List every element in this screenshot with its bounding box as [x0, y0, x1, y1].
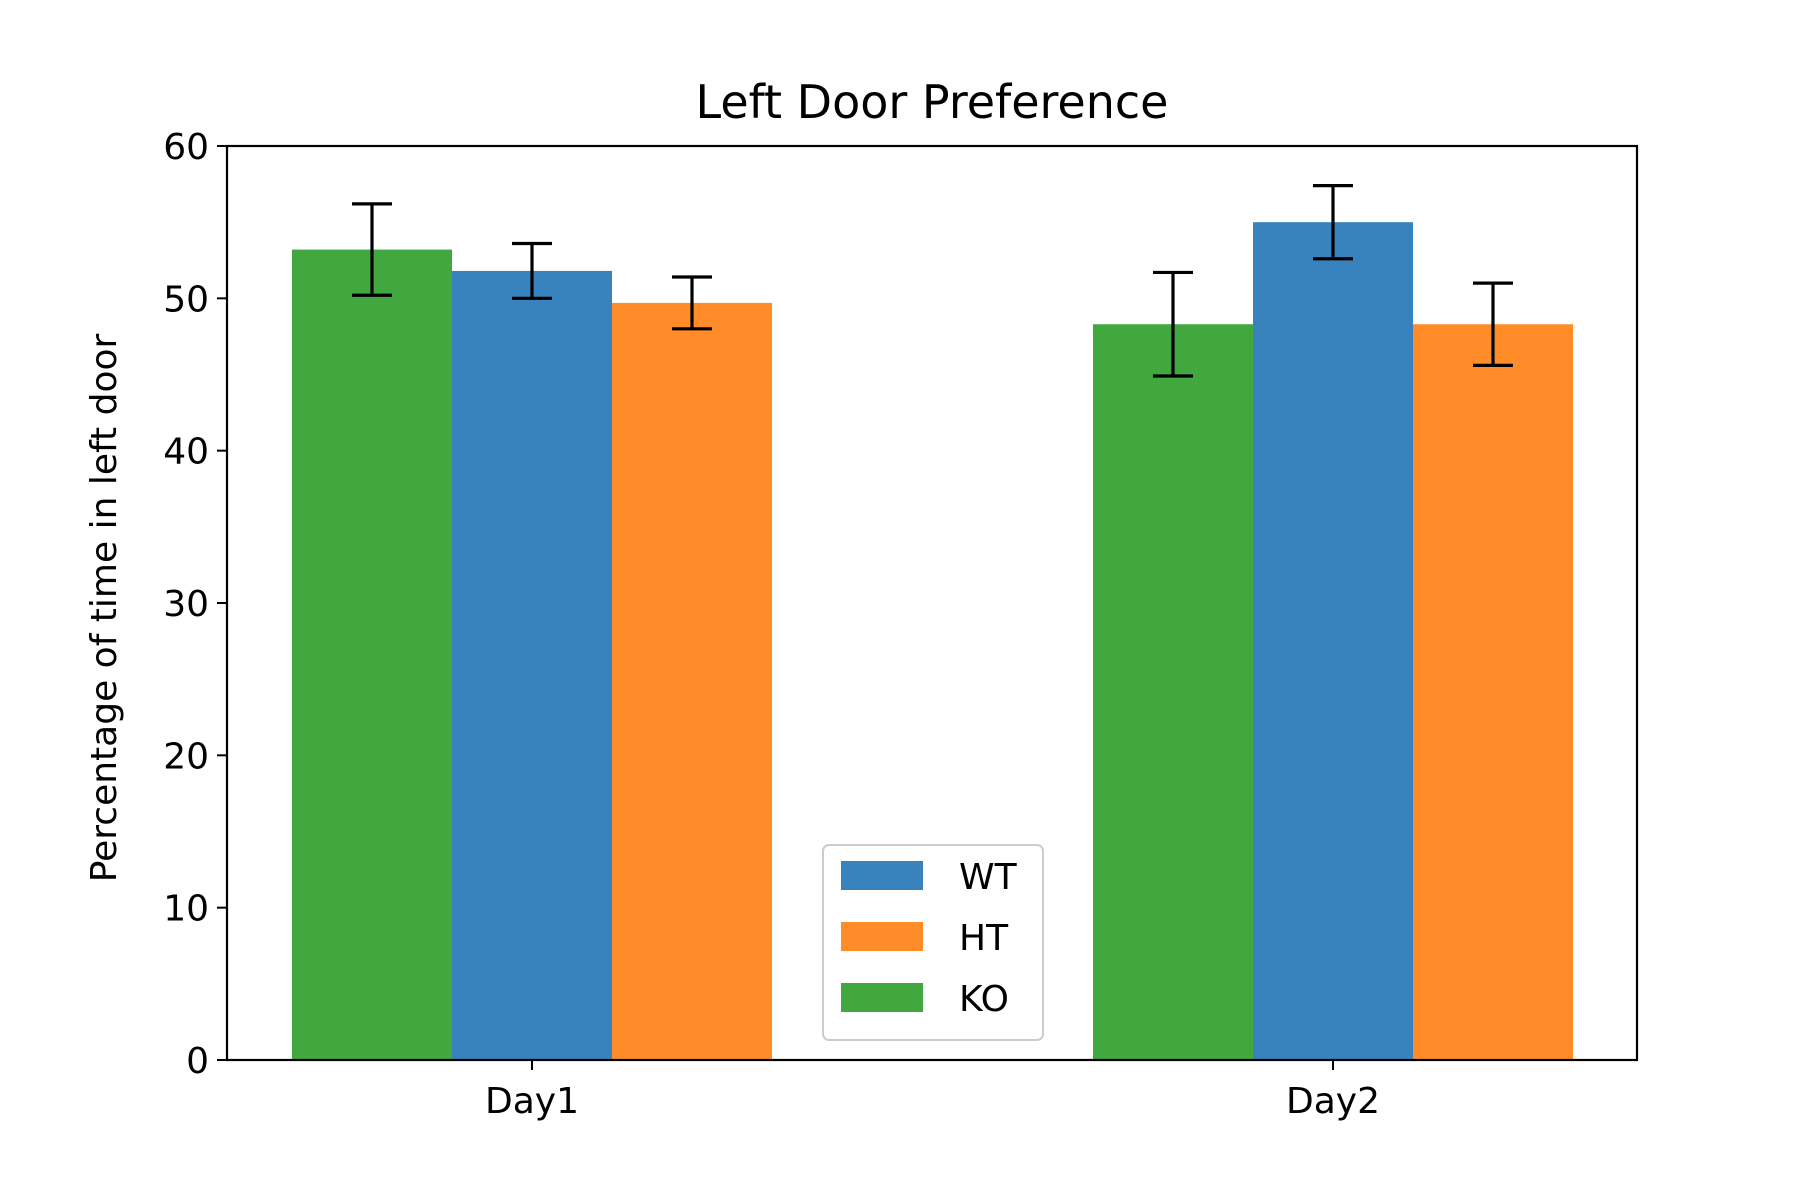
- plot-area: [292, 184, 1573, 1061]
- x-tick-label-day2: Day2: [1286, 1081, 1380, 1122]
- legend-label: KO: [959, 979, 1009, 1020]
- chart-title: Left Door Preference: [696, 75, 1169, 129]
- legend-label: HT: [959, 918, 1009, 959]
- y-tick-label: 60: [163, 127, 209, 168]
- error-bar-ko-day2: [1153, 270, 1193, 378]
- error-bar-wt-day2: [1313, 184, 1353, 261]
- bar-wt-day2: [1253, 222, 1413, 1060]
- y-axis-label: Percentage of time in left door: [84, 334, 125, 883]
- y-tick-label: 0: [186, 1041, 209, 1082]
- legend-label: WT: [959, 857, 1018, 898]
- y-tick-label: 50: [163, 279, 209, 320]
- y-tick-label: 30: [163, 584, 209, 625]
- x-axis: Day1 Day2: [485, 1060, 1380, 1122]
- error-bar-ko-day1: [352, 202, 392, 297]
- bar-ht-day1: [612, 302, 772, 1060]
- x-tick-label-day1: Day1: [485, 1081, 579, 1122]
- error-bar-wt-day1: [512, 241, 552, 300]
- bar-ko-day2: [1093, 324, 1253, 1061]
- error-bar-ht-day1: [672, 275, 712, 331]
- legend-swatch: [841, 861, 923, 890]
- error-bar-ht-day2: [1473, 281, 1513, 367]
- y-axis: 0 10 20 30 40 50 60: [163, 127, 227, 1082]
- y-tick-label: 40: [163, 432, 209, 473]
- bar-wt-day1: [452, 270, 612, 1060]
- legend: WT HT KO: [822, 844, 1044, 1041]
- legend-item-wt: WT: [841, 857, 1018, 898]
- y-tick-label: 20: [163, 736, 209, 777]
- legend-swatch: [841, 983, 923, 1012]
- plot-frame: [225, 144, 1639, 1062]
- legend-swatch: [841, 922, 923, 951]
- legend-item-ht: HT: [841, 918, 1009, 959]
- legend-item-ko: KO: [841, 979, 1009, 1020]
- y-tick-label: 10: [163, 889, 209, 930]
- bar-ko-day1: [292, 249, 452, 1060]
- bar-ht-day2: [1413, 324, 1573, 1061]
